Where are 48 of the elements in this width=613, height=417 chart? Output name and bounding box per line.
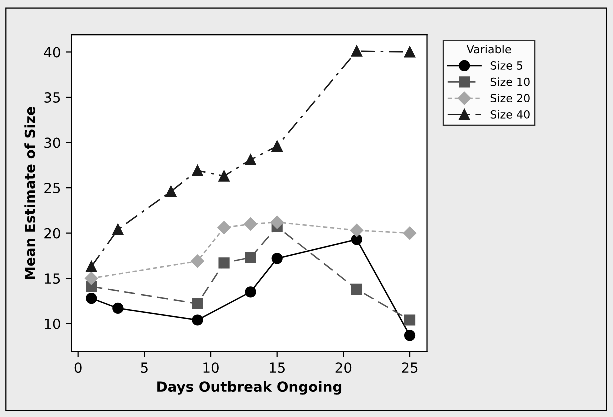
point [351, 46, 363, 57]
x-tick-label: 20 [336, 362, 352, 374]
point [218, 170, 230, 182]
point [245, 252, 256, 264]
y-tick-label: 10 [45, 318, 60, 330]
y-tick-label: 25 [44, 183, 60, 194]
point [86, 261, 98, 272]
y-tick-label: 20 [44, 228, 60, 239]
legend-label: Size 5 [490, 61, 523, 70]
point [245, 286, 256, 298]
point [112, 224, 124, 236]
point [404, 314, 416, 326]
point [112, 302, 124, 314]
x-tick-label: 15 [270, 362, 285, 374]
x-tick-label: 10 [204, 362, 219, 374]
y-tick-label: 40 [44, 47, 60, 58]
y-tick-label: 30 [44, 138, 60, 148]
point [404, 330, 416, 342]
point [403, 226, 417, 240]
point [350, 224, 364, 238]
y-axis-title: Mean Estimate of Size [24, 107, 36, 280]
legend-label: Size 40 [490, 110, 530, 119]
point [245, 154, 256, 166]
point [85, 272, 98, 286]
legend-label: Size 10 [490, 78, 530, 86]
point [86, 292, 98, 304]
y-tick-label: 35 [44, 92, 60, 103]
point [192, 314, 204, 326]
point [244, 218, 258, 231]
point [218, 221, 231, 234]
point [351, 234, 363, 246]
point [272, 140, 283, 152]
point [218, 258, 230, 269]
point [272, 253, 283, 264]
y-tick-label: 15 [45, 274, 60, 284]
point [192, 165, 204, 176]
point [404, 46, 416, 58]
point [192, 298, 204, 310]
point [166, 186, 177, 198]
legend-title: Variable [466, 45, 512, 54]
x-tick-label: 25 [402, 362, 418, 374]
x-axis-title: Days Outbreak Ongoing [158, 381, 342, 395]
point [270, 216, 284, 230]
legend-label: Size 20 [490, 94, 530, 103]
x-tick-label: 0 [74, 362, 82, 374]
point [191, 254, 204, 268]
x-tick-label: 5 [141, 362, 148, 374]
point [351, 284, 363, 296]
